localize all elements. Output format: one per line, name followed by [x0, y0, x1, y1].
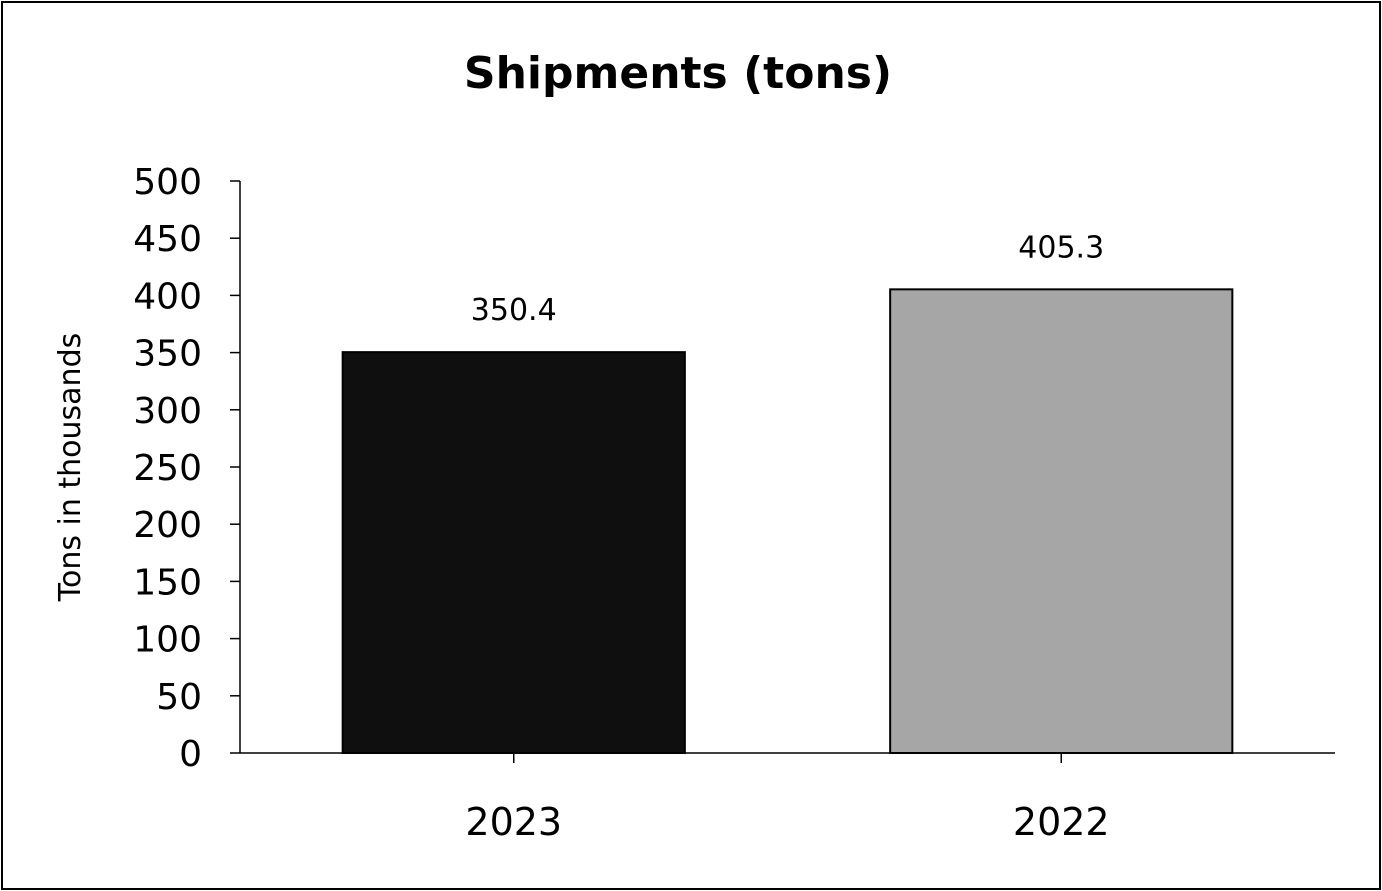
- y-tick-label: 50: [156, 677, 202, 718]
- bar-2022: [889, 288, 1234, 754]
- y-tick-label: 350: [133, 334, 202, 375]
- y-tick-label: 0: [179, 734, 202, 775]
- y-tick-label: 500: [133, 162, 202, 203]
- y-tick-label: 250: [133, 448, 202, 489]
- y-tick-label: 100: [133, 620, 202, 661]
- x-ticks: 2023 2022: [465, 753, 1110, 844]
- x-tick-label-2023: 2023: [465, 800, 562, 844]
- y-ticks: 0 50 100 150 200 250 300 350 400 450 500: [133, 162, 240, 775]
- bar-2023: [341, 351, 686, 754]
- y-axis-label: Tons in thousands: [53, 333, 88, 603]
- y-tick-label: 400: [133, 276, 202, 317]
- data-label-2022: 405.3: [1018, 230, 1104, 265]
- y-tick-label: 200: [133, 505, 202, 546]
- bars: 350.4 405.3: [341, 230, 1234, 754]
- x-tick-label-2022: 2022: [1013, 800, 1110, 844]
- y-tick-label: 300: [133, 391, 202, 432]
- y-tick-label: 450: [133, 219, 202, 260]
- y-tick-label: 150: [133, 562, 202, 603]
- chart-title: Shipments (tons): [464, 48, 892, 99]
- data-label-2023: 350.4: [471, 293, 557, 328]
